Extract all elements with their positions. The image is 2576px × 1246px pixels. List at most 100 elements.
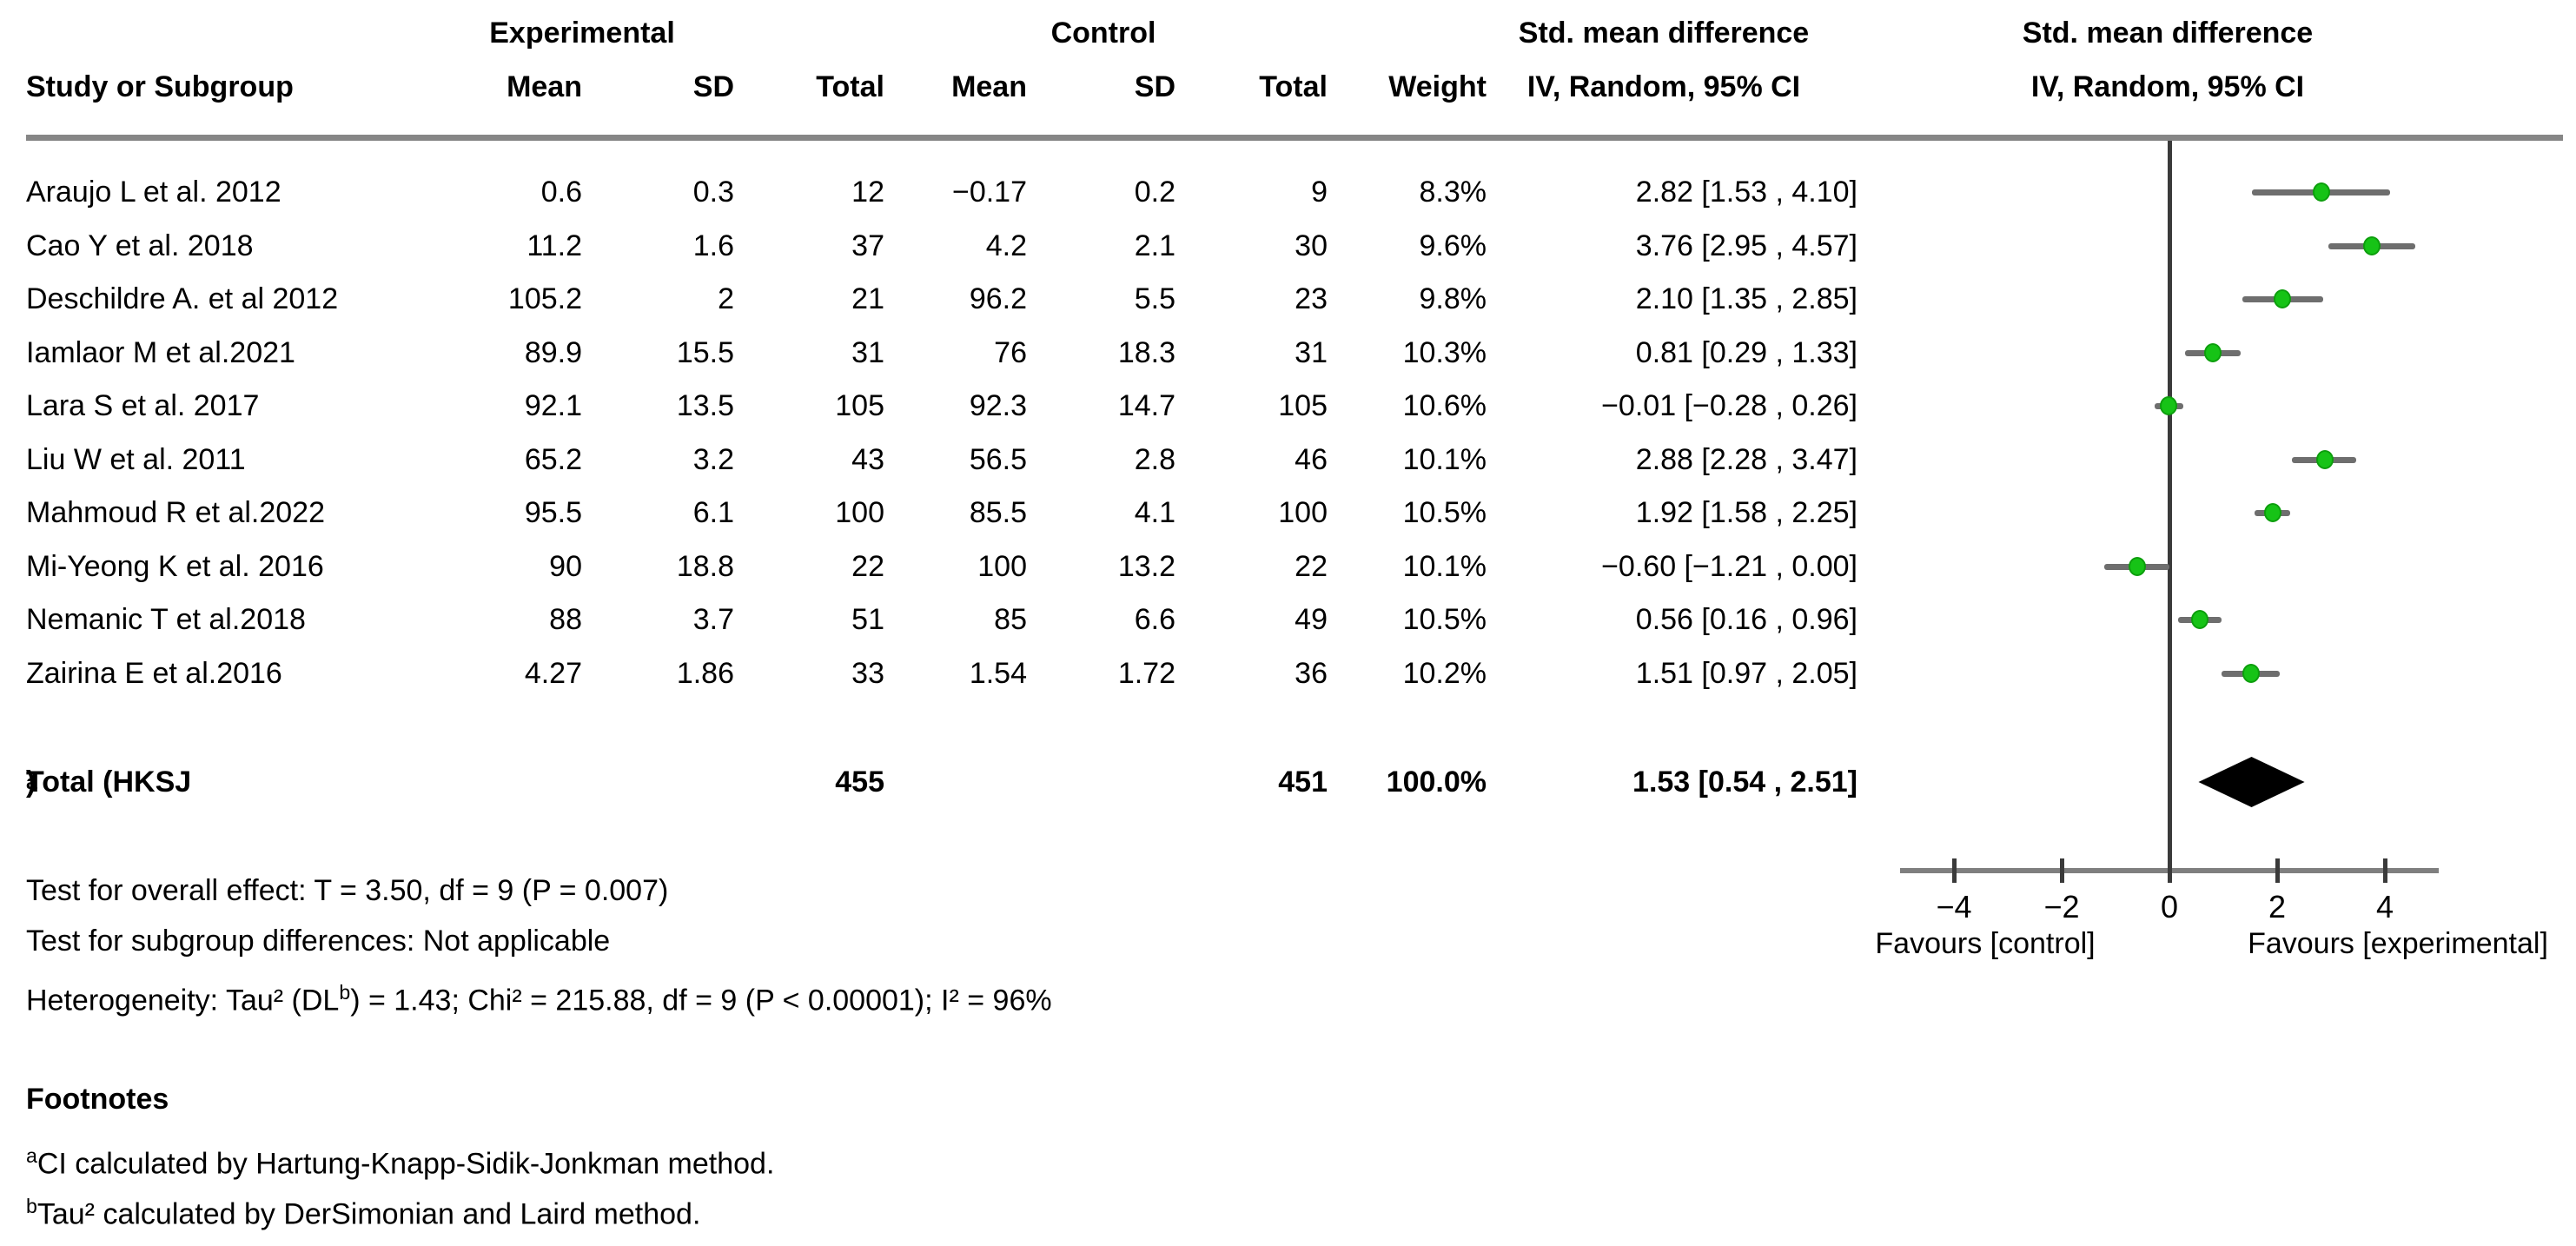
- exp-total: 37: [851, 229, 884, 262]
- exp-mean: 4.27: [524, 656, 582, 690]
- weight: 10.1%: [1402, 442, 1487, 476]
- exp-sd: 18.8: [676, 549, 734, 583]
- subgroup-differences-test: Test for subgroup differences: Not appli…: [26, 925, 611, 958]
- col-weight: Weight: [1388, 70, 1487, 103]
- exp-mean: 88: [549, 603, 582, 636]
- ci-text: 1.51 [0.97 , 2.05]: [1635, 656, 1858, 690]
- column-header-row: Study or Subgroup Mean SD Total Mean SD …: [0, 65, 1911, 109]
- effect-marker: [2242, 663, 2260, 683]
- weight: 9.8%: [1419, 282, 1487, 315]
- axis-tick: [2383, 858, 2387, 883]
- ctl-sd: 18.3: [1117, 335, 1175, 369]
- exp-total: 31: [851, 335, 884, 369]
- footnote-a-marker: a: [26, 1144, 37, 1167]
- ci-text: 0.81 [0.29 , 1.33]: [1635, 335, 1858, 369]
- effect-marker: [2274, 289, 2292, 308]
- total-ctl-total: 451: [1278, 765, 1328, 799]
- study-name: Nemanic T et al.2018: [26, 603, 306, 636]
- effect-marker: [2312, 182, 2330, 202]
- table-row: Nemanic T et al.2018 88 3.7 51 85 6.6 49…: [0, 593, 1911, 646]
- weight: 10.5%: [1402, 496, 1487, 529]
- table-row: Mahmoud R et al.2022 95.5 6.1 100 85.5 4…: [0, 486, 1911, 540]
- table-row: Liu W et al. 2011 65.2 3.2 43 56.5 2.8 4…: [0, 433, 1911, 487]
- exp-total: 43: [851, 442, 884, 476]
- col-study: Study or Subgroup: [26, 70, 294, 103]
- weight: 10.3%: [1402, 335, 1487, 369]
- total-ci-text: 1.53 [0.54 , 2.51]: [1632, 765, 1858, 799]
- exp-total: 100: [835, 496, 884, 529]
- ctl-sd: 4.1: [1134, 496, 1175, 529]
- ci-text: 1.92 [1.58 , 2.25]: [1635, 496, 1858, 529]
- weight: 10.6%: [1402, 389, 1487, 422]
- study-name: Mahmoud R et al.2022: [26, 496, 325, 529]
- exp-sd: 15.5: [676, 335, 734, 369]
- col-exp-sd: SD: [692, 70, 734, 103]
- smd-plot-header-line1: Std. mean difference: [2022, 17, 2314, 50]
- ctl-mean: 100: [977, 549, 1027, 583]
- ctl-mean: −0.17: [951, 176, 1027, 209]
- col-exp-total: Total: [816, 70, 884, 103]
- ctl-mean: 85: [994, 603, 1027, 636]
- exp-total: 21: [851, 282, 884, 315]
- ci-text: −0.01 [−0.28 , 0.26]: [1601, 389, 1858, 422]
- exp-total: 51: [851, 603, 884, 636]
- total-exp-total: 455: [835, 765, 884, 799]
- table-row: Zairina E et al.2016 4.27 1.86 33 1.54 1…: [0, 646, 1911, 700]
- ctl-sd: 6.6: [1134, 603, 1175, 636]
- ctl-mean: 4.2: [985, 229, 1027, 262]
- ctl-mean: 85.5: [969, 496, 1027, 529]
- overall-effect-test: Test for overall effect: T = 3.50, df = …: [26, 874, 669, 907]
- table-row: Mi-Yeong K et al. 2016 90 18.8 22 100 13…: [0, 540, 1911, 593]
- study-name: Zairina E et al.2016: [26, 656, 282, 690]
- ctl-sd: 1.72: [1117, 656, 1175, 690]
- weight: 10.1%: [1402, 549, 1487, 583]
- axis-tick: [2275, 858, 2280, 883]
- ctl-sd: 14.7: [1117, 389, 1175, 422]
- axis-tick-label: 0: [2160, 889, 2179, 925]
- table-row: Cao Y et al. 2018 11.2 1.6 37 4.2 2.1 30…: [0, 219, 1911, 273]
- axis-tick-label: 2: [2268, 889, 2287, 925]
- total-row: Total (HKSJ a) 455 451 100.0% 1.53 [0.54 …: [0, 755, 1911, 809]
- study-name: Lara S et al. 2017: [26, 389, 260, 422]
- ctl-total: 9: [1311, 176, 1328, 209]
- ctl-total: 22: [1295, 549, 1328, 583]
- ci-text: 2.82 [1.53 , 4.10]: [1635, 176, 1858, 209]
- col-ctl-sd: SD: [1134, 70, 1175, 103]
- header-rule: [26, 135, 2563, 141]
- effect-marker: [2160, 396, 2178, 415]
- axis-tick: [1952, 858, 1957, 883]
- ctl-mean: 76: [994, 335, 1027, 369]
- exp-total: 105: [835, 389, 884, 422]
- effect-marker: [2264, 503, 2282, 522]
- exp-total: 33: [851, 656, 884, 690]
- weight: 8.3%: [1419, 176, 1487, 209]
- total-weight: 100.0%: [1386, 765, 1487, 799]
- exp-mean: 89.9: [524, 335, 582, 369]
- study-name: Mi-Yeong K et al. 2016: [26, 549, 324, 583]
- favours-left-label: Favours [control]: [1875, 927, 2096, 960]
- weight: 9.6%: [1419, 229, 1487, 262]
- axis-tick: [2168, 858, 2172, 883]
- footnote-b-marker: b: [26, 1195, 37, 1217]
- study-name: Deschildre A. et al 2012: [26, 282, 339, 315]
- ctl-sd: 5.5: [1134, 282, 1175, 315]
- exp-sd: 6.1: [692, 496, 734, 529]
- effect-marker: [2363, 235, 2381, 255]
- smd-table-header-line2: IV, Random, 95% CI: [1526, 70, 1801, 103]
- effect-marker: [2315, 449, 2334, 469]
- exp-total: 22: [851, 549, 884, 583]
- exp-mean: 90: [549, 549, 582, 583]
- ctl-sd: 2.8: [1134, 442, 1175, 476]
- ctl-total: 23: [1295, 282, 1328, 315]
- smd-table-header-line1: Std. mean difference: [1518, 17, 1810, 50]
- group-header-control: Control: [1050, 17, 1156, 50]
- group-header-experimental: Experimental: [489, 17, 675, 50]
- exp-mean: 95.5: [524, 496, 582, 529]
- ci-text: 0.56 [0.16 , 0.96]: [1635, 603, 1858, 636]
- ctl-total: 31: [1295, 335, 1328, 369]
- zero-line: [2168, 141, 2172, 881]
- total-footnote-marker: a: [26, 771, 37, 793]
- footnote-a: aCI calculated by Hartung-Knapp-Sidik-Jo…: [26, 1144, 775, 1181]
- exp-mean: 0.6: [540, 176, 582, 209]
